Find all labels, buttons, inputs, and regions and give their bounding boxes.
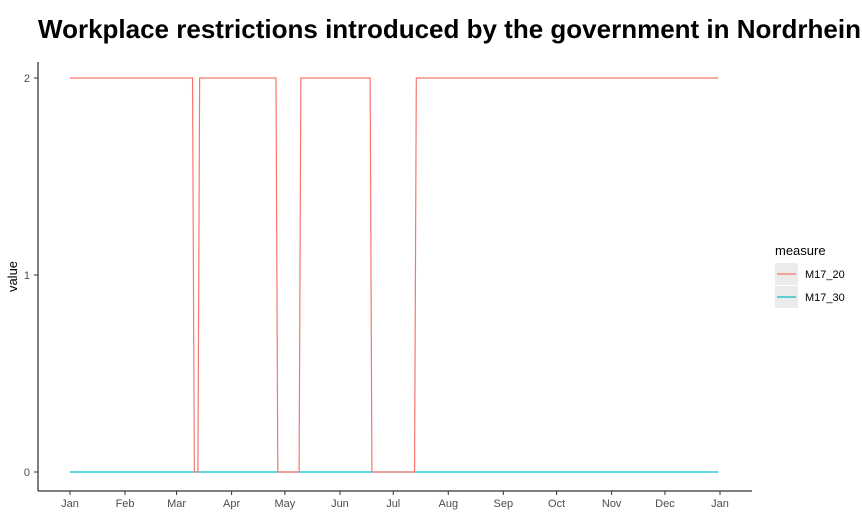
y-axis-title: value bbox=[5, 261, 20, 292]
x-tick-label: Jan bbox=[711, 498, 729, 510]
legend: measure M17_20 M17_30 bbox=[775, 243, 845, 308]
x-tick-label: Nov bbox=[602, 498, 622, 510]
y-tick-label: 2 bbox=[24, 73, 30, 85]
x-tick-label: Feb bbox=[116, 498, 135, 510]
legend-label: M17_30 bbox=[805, 292, 845, 304]
x-tick-label: Apr bbox=[223, 498, 240, 510]
x-tick-label: Sep bbox=[494, 498, 514, 510]
chart-title: Workplace restrictions introduced by the… bbox=[38, 14, 862, 44]
x-tick-label: Jun bbox=[331, 498, 349, 510]
series-line-m17-20 bbox=[70, 77, 719, 473]
x-tick-label: Aug bbox=[438, 498, 458, 510]
axes bbox=[37, 62, 752, 492]
x-tick-label: May bbox=[275, 498, 296, 510]
x-tick-label: Jan bbox=[61, 498, 79, 510]
y-tick-label: 1 bbox=[24, 270, 30, 282]
x-tick-label: Mar bbox=[167, 498, 186, 510]
series-layer bbox=[70, 77, 719, 473]
x-tick-label: Oct bbox=[548, 498, 565, 510]
ticks: Jan Feb Mar Apr May Jun Jul Aug Sep Oct Nov Dec Jan 0… bbox=[24, 73, 729, 510]
legend-label: M17_20 bbox=[805, 269, 845, 281]
y-tick-label: 0 bbox=[24, 467, 30, 479]
legend-title: measure bbox=[775, 243, 826, 258]
x-tick-label: Dec bbox=[655, 498, 675, 510]
x-tick-label: Jul bbox=[386, 498, 400, 510]
